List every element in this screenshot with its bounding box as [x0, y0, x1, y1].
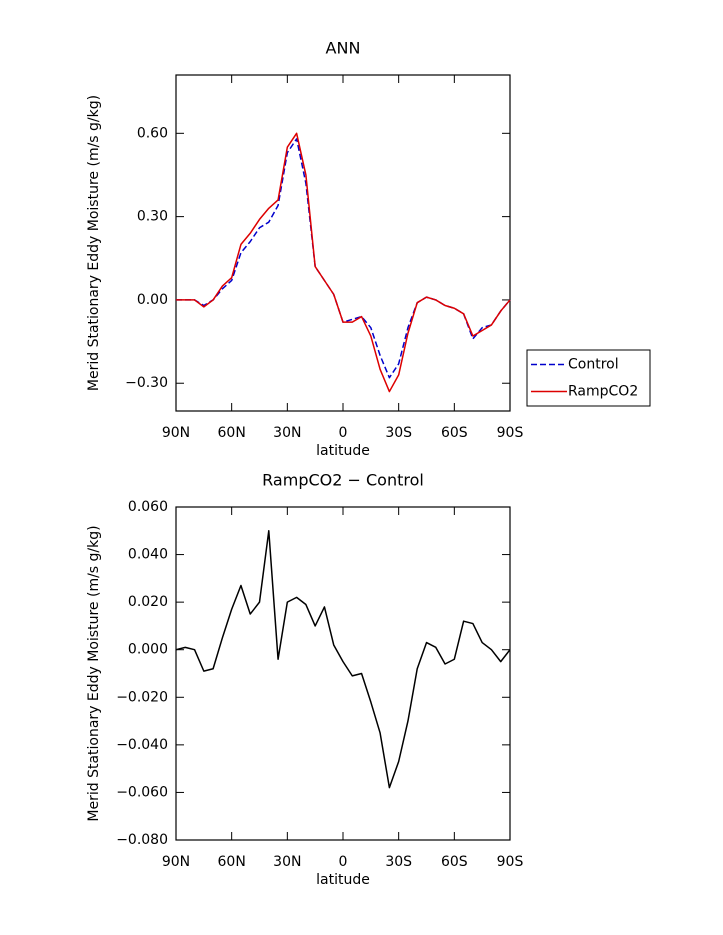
- legend-box: [526, 349, 651, 407]
- y-axis-label: Merid Stationary Eddy Moisture (m/s g/kg…: [86, 525, 102, 821]
- x-tick-label: 90S: [497, 425, 524, 441]
- legend-label: RampCO2: [568, 384, 638, 400]
- data-line: [176, 132, 511, 393]
- legend-label: Control: [568, 357, 619, 373]
- y-tick-label: 0.60: [137, 125, 168, 141]
- x-axis-label: latitude: [316, 872, 370, 888]
- x-tick-label: 60N: [218, 425, 246, 441]
- chart-title: ANN: [326, 39, 361, 58]
- x-tick-label: 90N: [162, 425, 190, 441]
- x-tick-label: 60S: [441, 425, 468, 441]
- x-tick-label: 30S: [385, 425, 412, 441]
- x-tick-label: 30N: [273, 425, 301, 441]
- x-tick-label: 0: [339, 425, 348, 441]
- y-tick-label: −0.30: [125, 375, 168, 391]
- y-axis-label: Merid Stationary Eddy Moisture (m/s g/kg…: [86, 95, 102, 391]
- plot-frame: [175, 506, 511, 841]
- x-tick-label: 30S: [385, 854, 412, 870]
- x-axis-label: latitude: [316, 443, 370, 459]
- x-tick-label: 90N: [162, 854, 190, 870]
- y-tick-label: 0.040: [128, 547, 168, 563]
- y-tick-label: 0.30: [137, 209, 168, 225]
- y-tick-label: 0.060: [128, 499, 168, 515]
- y-tick-label: 0.020: [128, 594, 168, 610]
- data-line: [176, 138, 511, 379]
- y-tick-label: 0.000: [128, 642, 168, 658]
- chart-title: RampCO2 − Control: [262, 471, 424, 490]
- y-tick-label: −0.060: [116, 784, 168, 800]
- x-tick-label: 60S: [441, 854, 468, 870]
- data-line: [175, 530, 511, 789]
- x-tick-label: 30N: [273, 854, 301, 870]
- x-tick-label: 90S: [497, 854, 524, 870]
- y-tick-label: 0.00: [137, 292, 168, 308]
- x-tick-label: 60N: [218, 854, 246, 870]
- y-tick-label: −0.020: [116, 689, 168, 705]
- plot-frame: [175, 74, 511, 412]
- y-tick-label: −0.080: [116, 832, 168, 848]
- x-tick-label: 0: [339, 854, 348, 870]
- y-tick-label: −0.040: [116, 737, 168, 753]
